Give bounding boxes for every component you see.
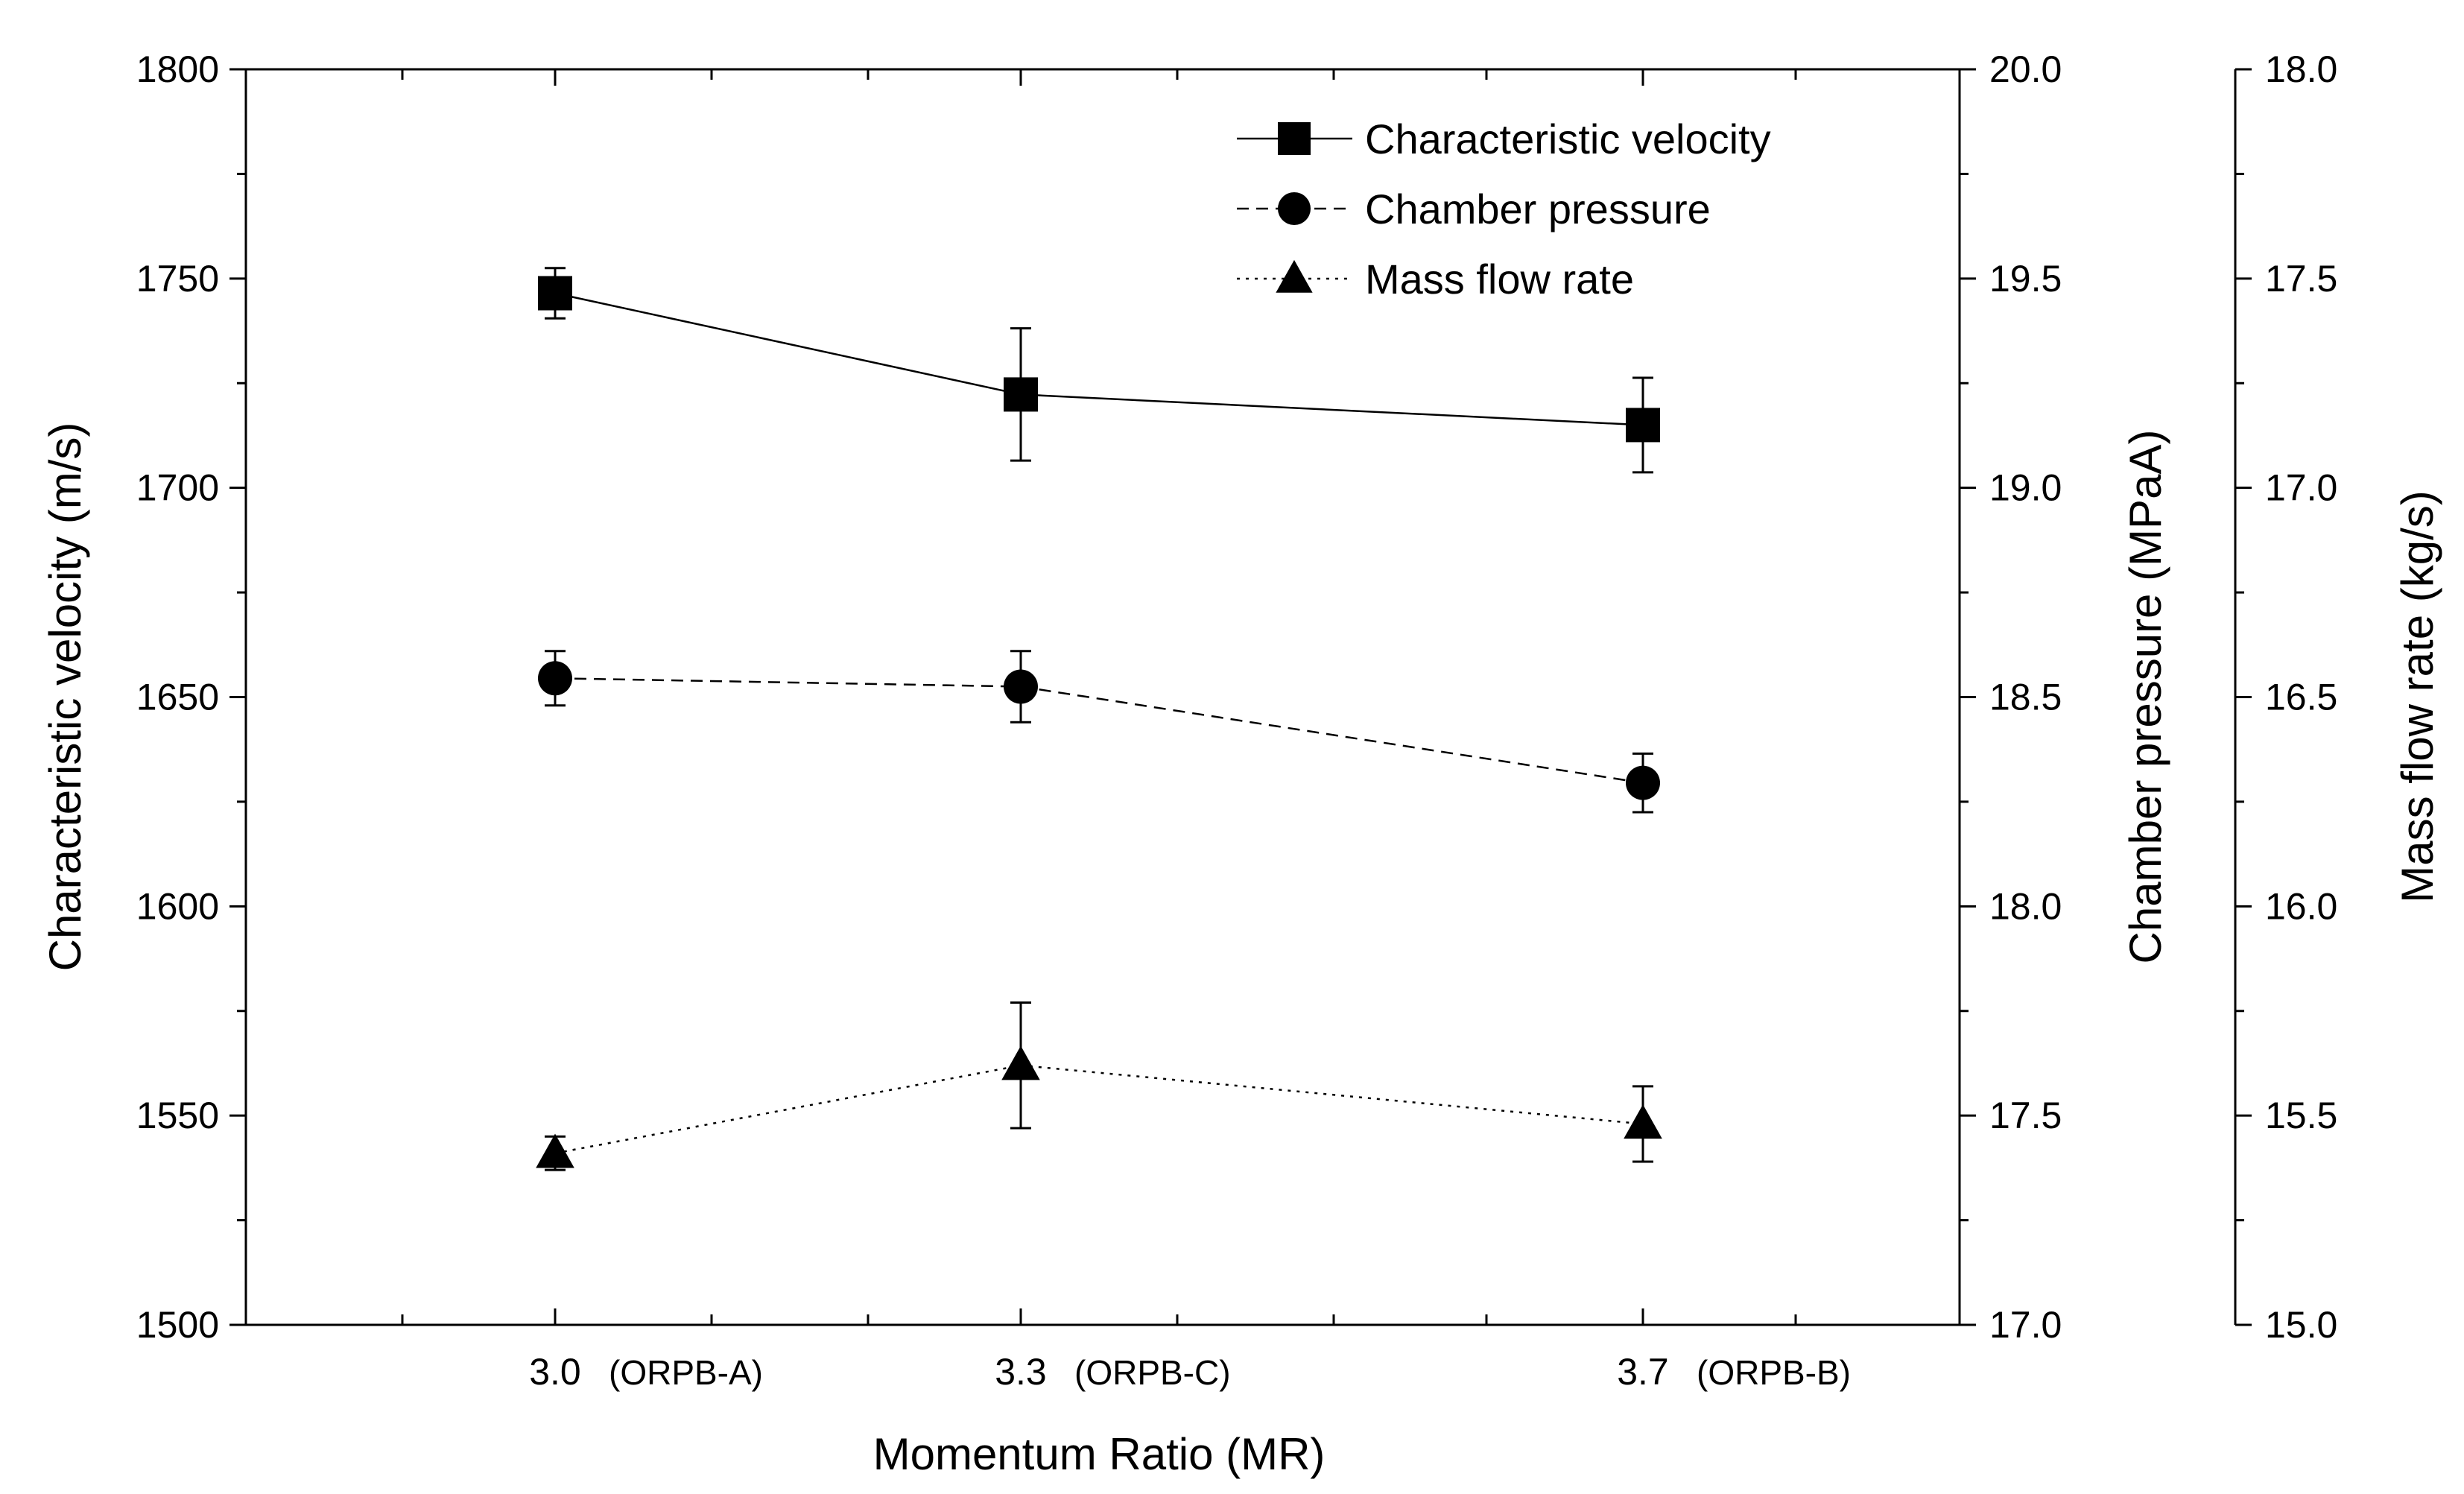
left-axis-title: Characteristic velocity (m/s) [40,422,90,972]
left-tick-label: 1600 [136,885,219,927]
legend-label: Mass flow rate [1365,256,1634,303]
data-point-square [1626,408,1660,443]
data-point-triangle [1001,1045,1040,1080]
left-tick-label: 1500 [136,1304,219,1346]
right1-tick-label: 19.0 [1989,467,2062,509]
right1-axis-title: Chamber pressure (MPaA) [2121,430,2170,964]
x-tick-label: 3.0 [529,1351,581,1393]
data-point-triangle [536,1133,574,1168]
legend-label: Characteristic velocity [1365,115,1771,162]
right1-tick-label: 17.0 [1989,1304,2062,1346]
left-tick-label: 1700 [136,467,219,509]
data-point-circle [1626,765,1660,800]
left-tick-label: 1750 [136,258,219,300]
right2-tick-label: 15.5 [2265,1095,2337,1136]
x-category-label: (ORPB-B) [1697,1353,1851,1392]
right1-tick-label: 20.0 [1989,48,2062,90]
series-line-square [554,292,1644,426]
x-axis-title: Momentum Ratio (MR) [873,1429,1326,1479]
right1-tick-label: 17.5 [1989,1095,2062,1136]
legend-marker-circle [1278,192,1311,225]
right2-tick-label: 15.0 [2265,1304,2337,1346]
x-tick-label: 3.3 [995,1351,1047,1393]
series-line-triangle [554,1064,1644,1154]
legend-marker-triangle [1276,259,1313,293]
right2-tick-label: 17.0 [2265,467,2337,509]
left-tick-label: 1550 [136,1095,219,1136]
left-tick-label: 1650 [136,677,219,718]
axes-layer: 1500 1550 1600 1650 1700 1750 1800 17.0 17.5 18.0… [40,48,2442,1479]
series-layer [536,267,1662,1171]
right1-tick-label: 18.5 [1989,677,2062,718]
legend: Characteristic velocity Chamber pressure M… [1237,115,1771,303]
legend-label: Chamber pressure [1365,186,1711,232]
right2-tick-label: 18.0 [2265,48,2337,90]
data-point-triangle [1624,1104,1662,1139]
series-line-circle [554,677,1644,784]
data-point-circle [1004,669,1038,704]
data-point-circle [538,661,572,696]
left-tick-label: 1800 [136,48,219,90]
data-point-square [1004,377,1038,412]
right1-tick-label: 18.0 [1989,885,2062,927]
data-point-square [538,276,572,311]
right2-tick-label: 16.5 [2265,677,2337,718]
x-tick-label: 3.7 [1617,1351,1669,1393]
right2-tick-label: 16.0 [2265,885,2337,927]
right1-tick-label: 19.5 [1989,258,2062,300]
x-category-label: (ORPB-A) [609,1353,763,1392]
plot-frame [244,68,1961,1326]
right2-axis-title: Mass flow rate (kg/s) [2392,490,2442,902]
right2-tick-label: 17.5 [2265,258,2337,300]
legend-marker-square [1278,122,1311,155]
x-category-label: (ORPB-C) [1074,1353,1231,1392]
